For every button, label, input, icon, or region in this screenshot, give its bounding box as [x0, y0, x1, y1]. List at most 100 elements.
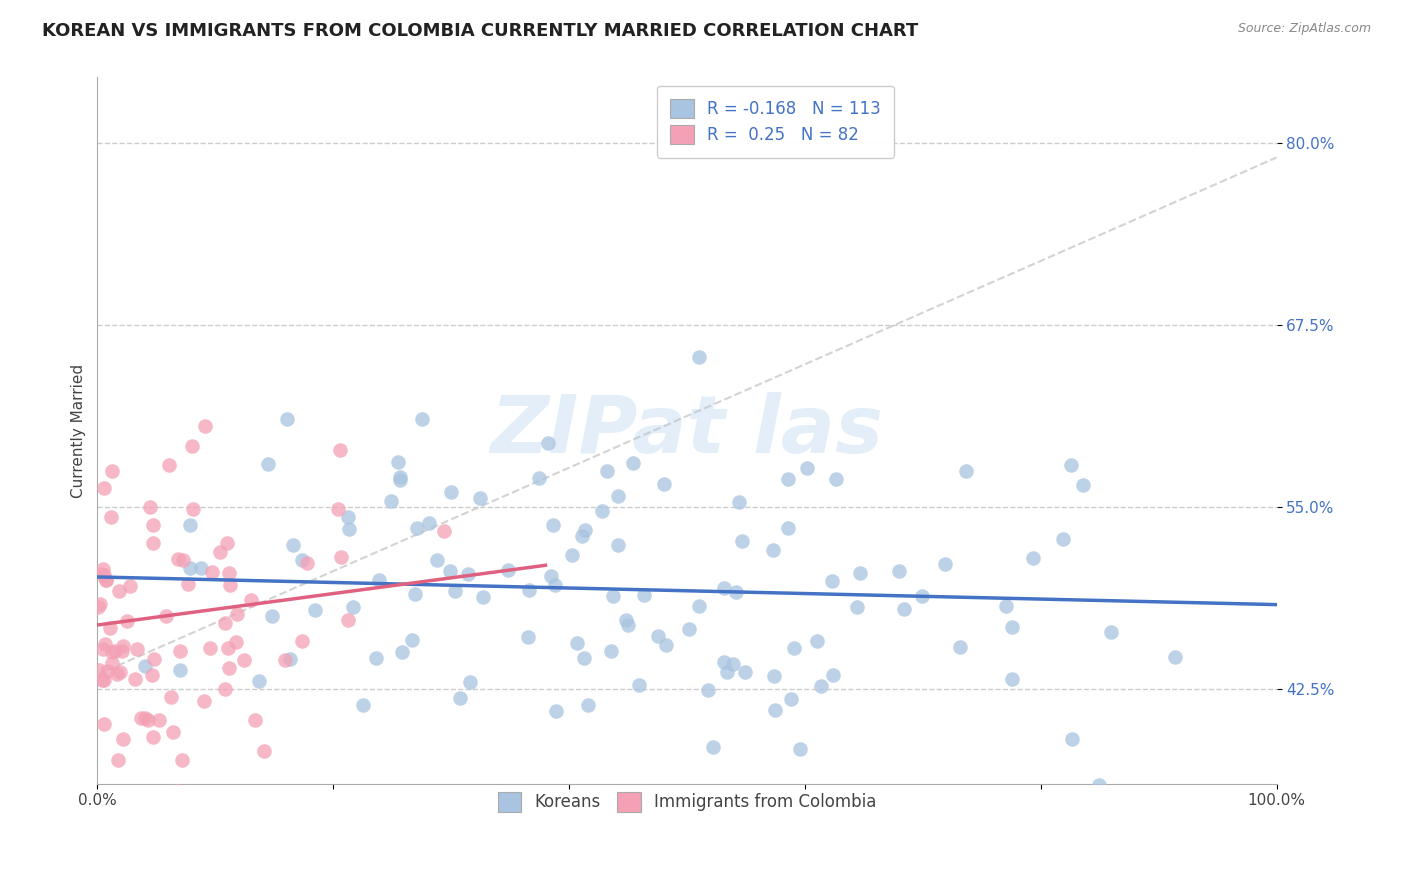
Point	[893, 602, 915, 616]
Point	[159, 690, 181, 704]
Point	[600, 644, 623, 658]
Point	[678, 623, 700, 637]
Point	[471, 590, 494, 604]
Point	[776, 521, 799, 535]
Point	[141, 667, 163, 681]
Point	[93, 717, 115, 731]
Point	[94, 573, 117, 587]
Point	[93, 641, 115, 656]
Point	[105, 667, 128, 681]
Point	[225, 635, 247, 649]
Point	[696, 683, 718, 698]
Point	[177, 813, 200, 827]
Point	[295, 557, 318, 571]
Point	[458, 675, 481, 690]
Point	[190, 560, 212, 574]
Point	[281, 538, 304, 552]
Point	[276, 412, 298, 426]
Point	[240, 593, 263, 607]
Point	[142, 730, 165, 744]
Point	[1099, 625, 1122, 640]
Point	[247, 674, 270, 689]
Text: KOREAN VS IMMIGRANTS FROM COLOMBIA CURRENTLY MARRIED CORRELATION CHART: KOREAN VS IMMIGRANTS FROM COLOMBIA CURRE…	[42, 22, 918, 40]
Point	[100, 509, 122, 524]
Point	[713, 582, 735, 596]
Text: Source: ZipAtlas.com: Source: ZipAtlas.com	[1237, 22, 1371, 36]
Point	[218, 660, 240, 674]
Point	[911, 590, 934, 604]
Point	[260, 609, 283, 624]
Point	[616, 613, 638, 627]
Point	[731, 534, 754, 549]
Point	[93, 673, 115, 688]
Point	[330, 549, 353, 564]
Point	[887, 564, 910, 578]
Point	[257, 458, 280, 472]
Point	[544, 577, 567, 591]
Point	[596, 464, 619, 478]
Point	[193, 693, 215, 707]
Point	[444, 584, 467, 599]
Point	[779, 692, 801, 706]
Point	[647, 630, 669, 644]
Point	[810, 679, 832, 693]
Y-axis label: Currently Married: Currently Married	[72, 364, 86, 498]
Point	[217, 640, 239, 655]
Point	[104, 644, 127, 658]
Point	[389, 473, 412, 487]
Point	[1022, 551, 1045, 566]
Point	[617, 617, 640, 632]
Point	[278, 652, 301, 666]
Point	[540, 569, 562, 583]
Point	[139, 500, 162, 515]
Point	[91, 567, 114, 582]
Point	[208, 544, 231, 558]
Point	[179, 560, 201, 574]
Point	[1071, 478, 1094, 492]
Point	[574, 651, 596, 665]
Point	[949, 640, 972, 654]
Point	[177, 577, 200, 591]
Point	[763, 703, 786, 717]
Point	[94, 574, 117, 588]
Point	[364, 650, 387, 665]
Point	[127, 642, 149, 657]
Point	[94, 637, 117, 651]
Point	[1088, 778, 1111, 792]
Point	[426, 552, 449, 566]
Point	[789, 742, 811, 756]
Point	[337, 509, 360, 524]
Point	[537, 436, 560, 450]
Point	[96, 664, 118, 678]
Point	[108, 665, 131, 679]
Point	[727, 495, 749, 509]
Point	[169, 663, 191, 677]
Point	[688, 350, 710, 364]
Point	[194, 418, 217, 433]
Point	[134, 710, 156, 724]
Point	[91, 673, 114, 687]
Point	[544, 704, 567, 718]
Point	[291, 633, 314, 648]
Point	[142, 536, 165, 550]
Point	[1062, 732, 1084, 747]
Point	[172, 553, 194, 567]
Point	[955, 464, 977, 478]
Point	[606, 538, 628, 552]
Point	[166, 784, 188, 798]
Point	[1001, 673, 1024, 687]
Point	[734, 665, 756, 680]
Point	[763, 668, 786, 682]
Point	[576, 698, 599, 713]
Point	[783, 640, 806, 655]
Point	[823, 668, 845, 682]
Point	[655, 638, 678, 652]
Point	[387, 455, 409, 469]
Point	[117, 614, 139, 628]
Point	[337, 522, 360, 536]
Point	[111, 731, 134, 746]
Point	[134, 659, 156, 673]
Point	[214, 615, 236, 630]
Point	[516, 630, 538, 644]
Point	[439, 564, 461, 578]
